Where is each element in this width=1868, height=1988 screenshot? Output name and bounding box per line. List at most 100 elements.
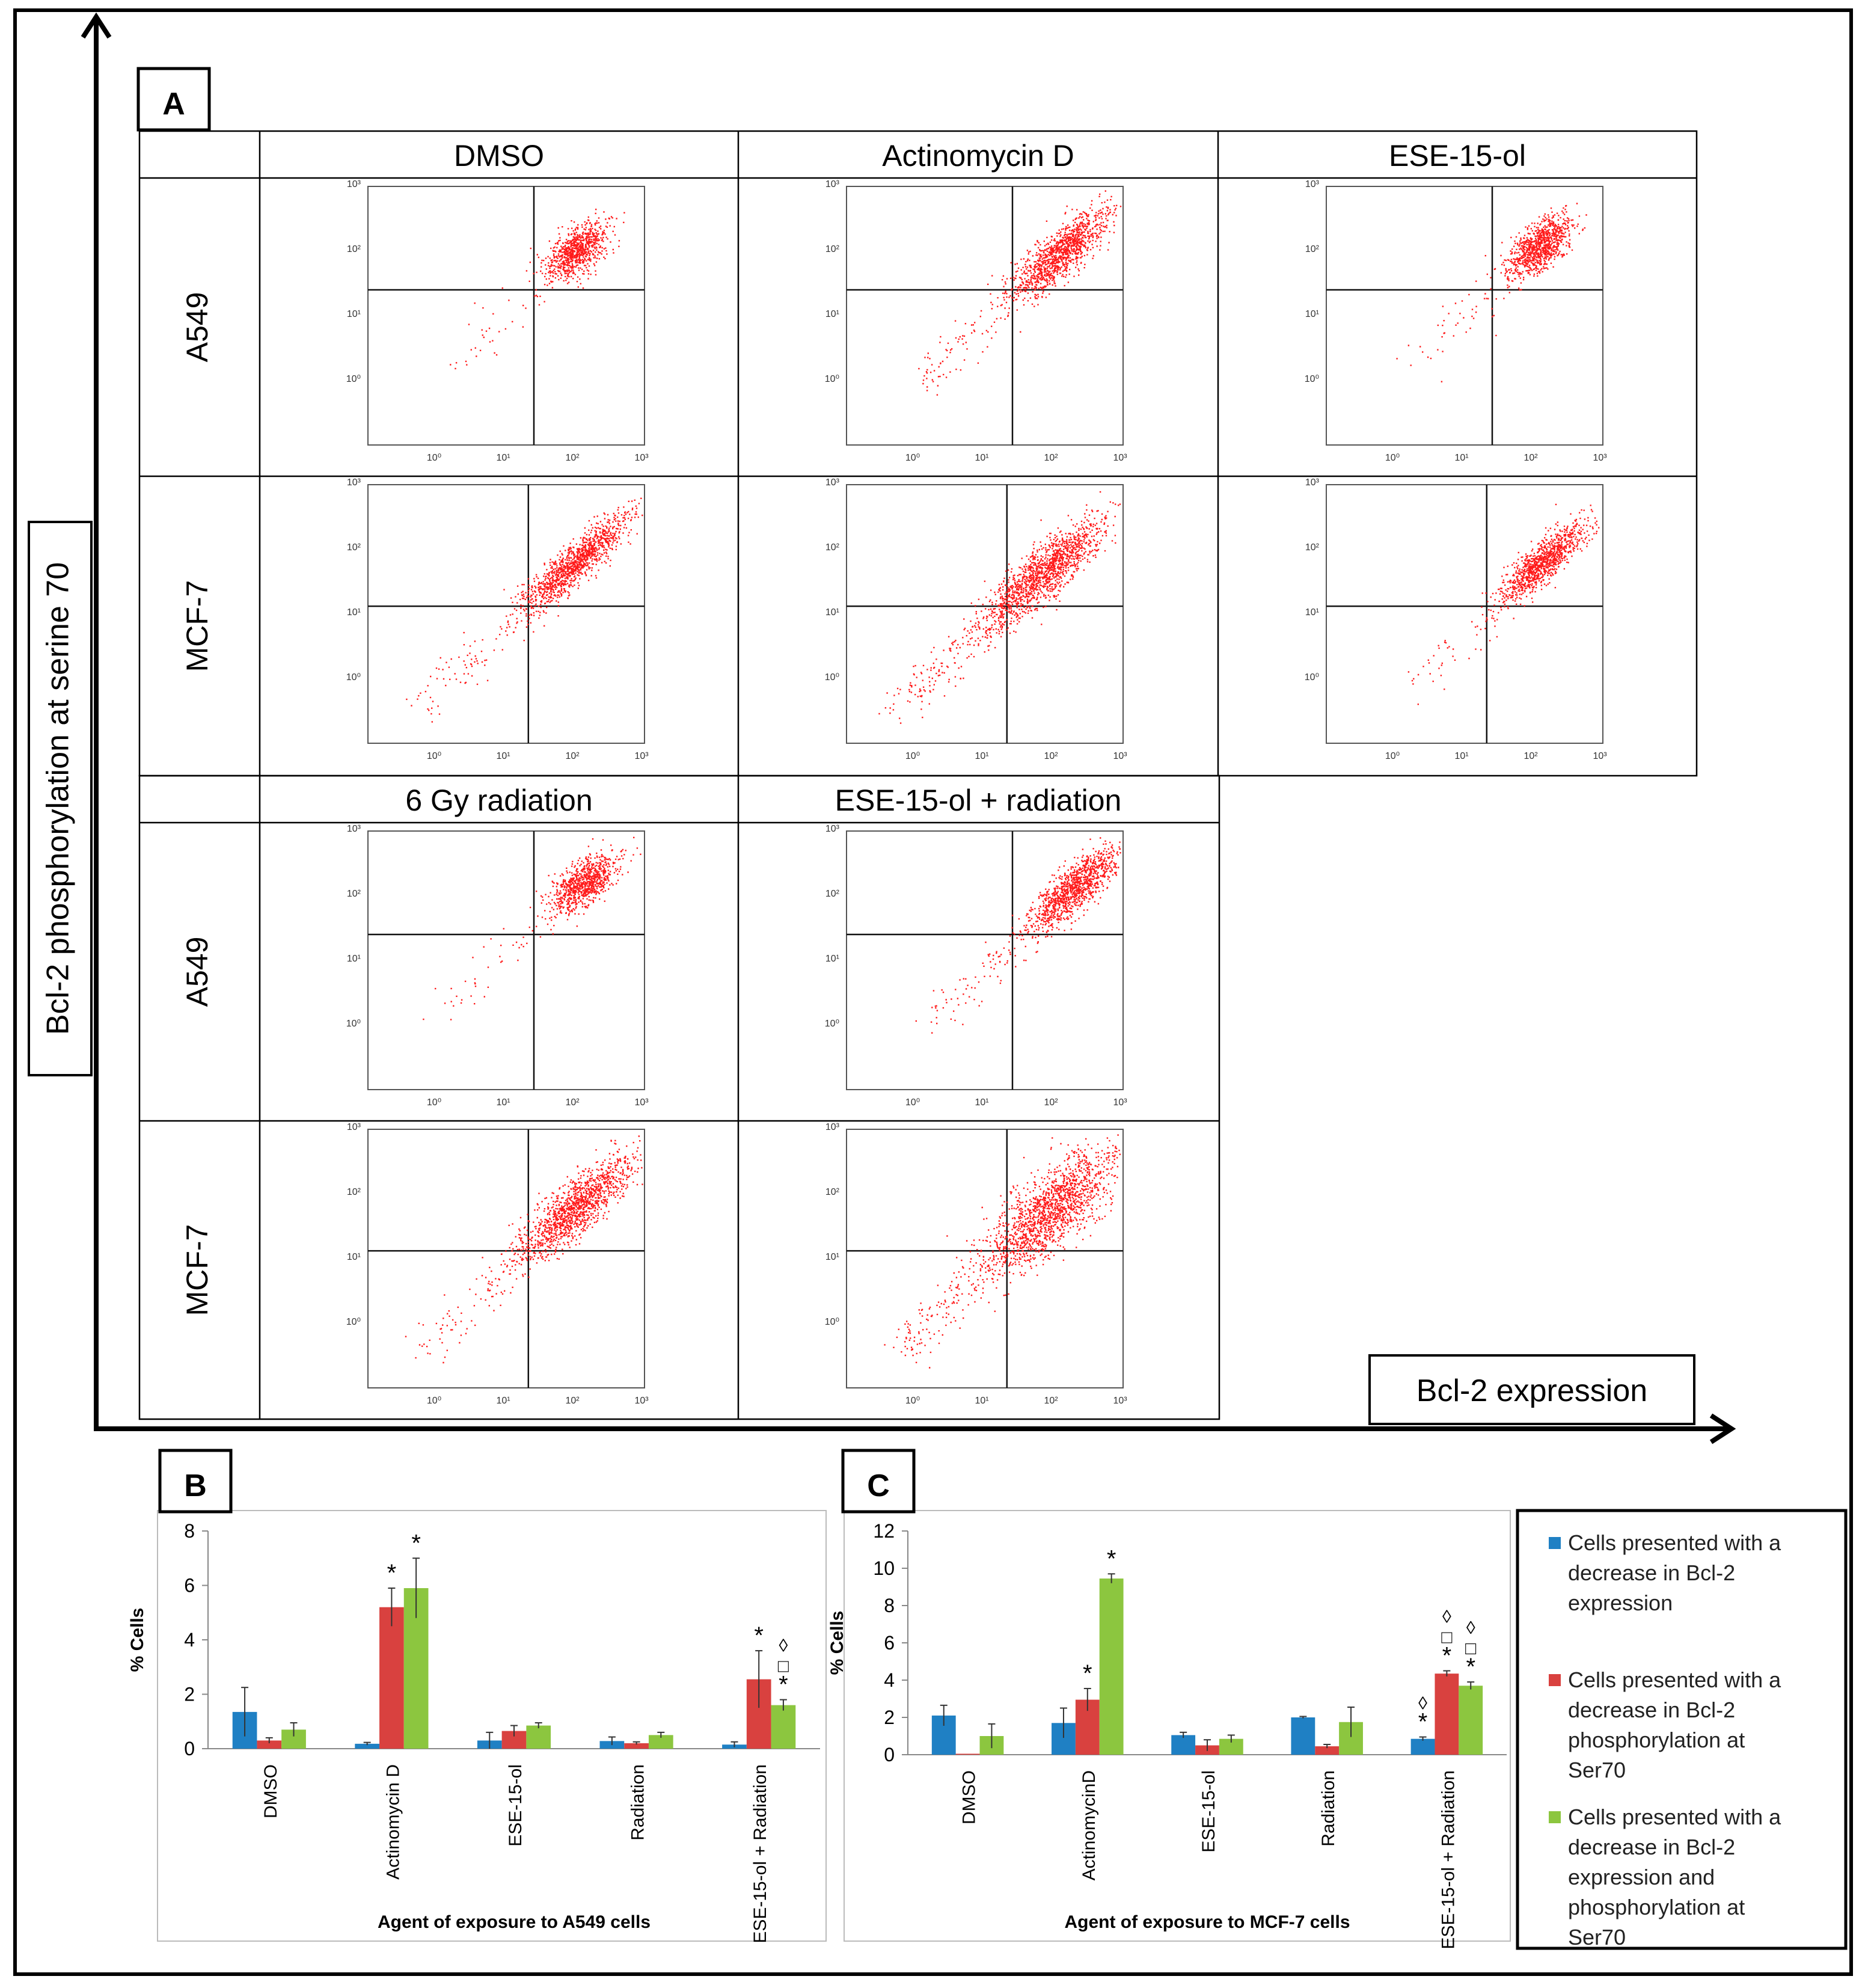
y-tick-label: 10⁰ <box>346 1317 361 1327</box>
legend-label: Cells presented with a decrease in Bcl-2 p… <box>1568 1667 1781 1782</box>
x-tick-label: 10² <box>565 1396 580 1406</box>
y-tick-label: 10¹ <box>1305 309 1319 319</box>
category-label: ESE-15-ol <box>506 1764 525 1847</box>
y-tick-label: 10⁰ <box>346 374 361 384</box>
bar <box>1171 1735 1196 1755</box>
y-axis-title: % Cells <box>127 1608 147 1672</box>
flow-plot-frame <box>1326 484 1603 744</box>
bar <box>648 1735 673 1749</box>
flow-dots <box>405 1135 643 1364</box>
x-tick-label: 10¹ <box>496 751 510 761</box>
x-tick-label: 10² <box>565 751 580 761</box>
legend-item-1: Cells presented with a decrease in Bcl-2 p… <box>1549 1667 1781 1782</box>
x-tick-label: 10³ <box>634 751 649 761</box>
y-tick-label: 10⁰ <box>825 1019 839 1029</box>
flow-plot-frame <box>367 186 645 446</box>
legend-swatch <box>1549 1674 1561 1686</box>
category-label: DMSO <box>261 1764 281 1818</box>
significance-mark: ◊ <box>779 1636 788 1656</box>
y-tick-label: 10⁰ <box>1305 374 1319 384</box>
bar <box>624 1743 649 1749</box>
y-axis-arrowhead <box>81 12 112 39</box>
y-tick-label: 10³ <box>347 824 361 834</box>
row-label-a549-bottom: A549 <box>180 937 214 1007</box>
y-tick-label: 10⁰ <box>825 672 839 683</box>
category-label: ESE-15-ol + Radiation <box>750 1764 770 1944</box>
bar <box>955 1753 980 1755</box>
flow-plot-8: 10⁰ 10⁰ 10¹ 10¹ 10² 10² 10³ 10³ <box>346 1122 649 1406</box>
y-tick-label: 0 <box>184 1738 195 1759</box>
significance-mark: * <box>1418 1709 1428 1735</box>
significance-mark: ◊ <box>1466 1618 1475 1638</box>
x-tick-label: 10³ <box>1113 751 1127 761</box>
flow-plot-4: 10⁰ 10⁰ 10¹ 10¹ 10² 10² 10³ 10³ <box>825 477 1127 761</box>
y-tick-label: 0 <box>884 1744 895 1766</box>
y-tick-label: 10¹ <box>825 309 839 319</box>
row-label-a549-top: A549 <box>180 292 214 363</box>
category-label: ActinomycinD <box>1079 1770 1099 1880</box>
y-tick-label: 10⁰ <box>346 1019 361 1029</box>
significance-mark: □ <box>778 1657 789 1677</box>
grid-bottom-border <box>138 775 1220 1420</box>
header-ese-15-ol: ESE-15-ol <box>1389 139 1526 173</box>
x-tick-label: 10¹ <box>975 1396 988 1406</box>
x-tick-label: 10³ <box>1113 1396 1127 1406</box>
category-label: ESE-15-ol + Radiation <box>1438 1770 1458 1950</box>
x-tick-label: 10⁰ <box>905 751 920 761</box>
x-tick-label: 10¹ <box>496 1097 510 1108</box>
flow-plot-frame <box>367 484 645 744</box>
x-tick-label: 10¹ <box>975 751 988 761</box>
chart-frame <box>157 1510 827 1942</box>
x-tick-label: 10³ <box>1593 453 1607 463</box>
y-tick-label: 10¹ <box>825 954 839 964</box>
bar <box>355 1743 380 1749</box>
bar <box>1435 1674 1459 1755</box>
y-tick-label: 4 <box>884 1669 895 1691</box>
y-tick-label: 10² <box>1305 244 1320 254</box>
x-tick-label: 10² <box>1523 751 1538 761</box>
flow-plot-0: 10⁰ 10⁰ 10¹ 10¹ 10² 10² 10³ 10³ <box>346 179 649 463</box>
x-tick-label: 10⁰ <box>427 453 441 463</box>
y-tick-label: 10³ <box>1305 477 1320 488</box>
x-axis-label-box <box>1368 1354 1695 1425</box>
y-tick-label: 10 <box>873 1557 895 1579</box>
y-tick-label: 10³ <box>825 824 840 834</box>
category-label: Actinomycin D <box>383 1764 403 1880</box>
y-tick-label: 10² <box>347 542 361 553</box>
y-tick-label: 2 <box>184 1684 195 1705</box>
flow-plot-2: 10⁰ 10⁰ 10¹ 10¹ 10² 10² 10³ 10³ <box>1305 179 1607 463</box>
flow-dots <box>918 190 1122 396</box>
x-tick-label: 10² <box>1044 751 1058 761</box>
x-tick-label: 10² <box>1523 453 1538 463</box>
y-tick-label: 10⁰ <box>825 1317 839 1327</box>
bar <box>1291 1717 1315 1755</box>
y-tick-label: 10¹ <box>825 1252 839 1262</box>
x-tick-label: 10¹ <box>975 1097 988 1108</box>
y-tick-label: 10² <box>825 542 840 553</box>
y-tick-label: 10⁰ <box>825 374 839 384</box>
x-tick-label: 10⁰ <box>905 453 920 463</box>
significance-mark: ◊ <box>1442 1607 1451 1627</box>
x-tick-label: 10⁰ <box>905 1097 920 1108</box>
y-tick-label: 10¹ <box>1305 607 1319 618</box>
bar <box>379 1607 404 1749</box>
legend-item-0: Cells presented with a decrease in Bcl-2 e… <box>1549 1530 1781 1615</box>
y-tick-label: 8 <box>884 1595 895 1616</box>
x-tick-label: 10⁰ <box>427 1097 441 1108</box>
y-tick-label: 10¹ <box>347 1252 361 1262</box>
legend-label: Cells presented with a decrease in Bcl-2 e… <box>1568 1805 1781 1950</box>
x-tick-label: 10² <box>565 453 580 463</box>
x-axis-arrowhead <box>1709 1413 1736 1444</box>
y-tick-label: 10³ <box>347 179 361 189</box>
significance-mark: * <box>387 1560 397 1586</box>
x-tick-label: 10¹ <box>1454 453 1468 463</box>
header-actinomycin-d: Actinomycin D <box>882 139 1074 173</box>
flow-plot-frame <box>846 484 1124 744</box>
header-ese-15-ol-radiation: ESE-15-ol + radiation <box>835 784 1122 817</box>
figure-frame <box>13 8 1853 1976</box>
legend-swatch <box>1549 1811 1561 1823</box>
y-tick-label: 10⁰ <box>346 672 361 683</box>
x-tick-label: 10² <box>1044 453 1058 463</box>
category-label: Radiation <box>628 1764 648 1841</box>
